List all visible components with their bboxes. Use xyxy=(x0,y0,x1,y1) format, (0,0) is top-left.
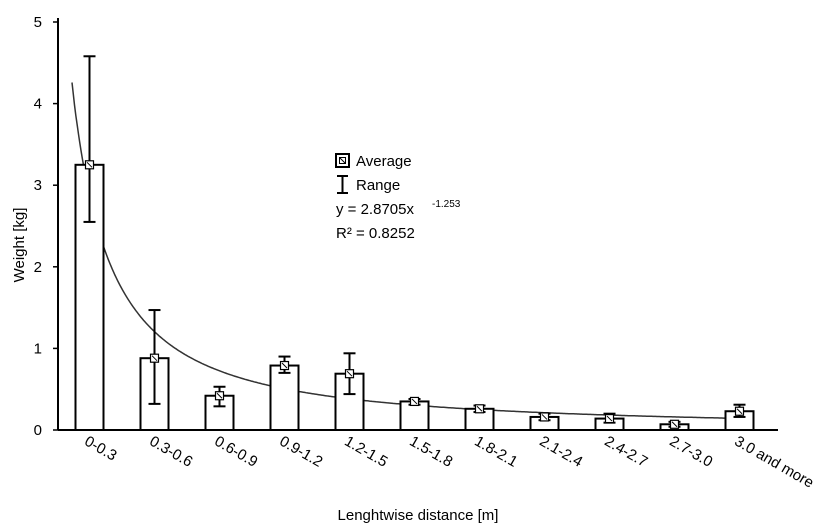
legend-average: Average xyxy=(335,153,412,170)
y-tick-label: 4 xyxy=(34,96,42,113)
x-tick-label: 0-0.3 xyxy=(82,433,120,465)
x-tick-label: 2.1-2.4 xyxy=(537,433,586,471)
average-marker-slash xyxy=(151,355,158,362)
average-marker-slash xyxy=(541,414,548,420)
average-marker-slash xyxy=(671,421,678,428)
x-tick-label: 0.6-0.9 xyxy=(212,433,261,471)
x-tick-label: 2.7-3.0 xyxy=(667,433,716,471)
legend-range: Range xyxy=(337,175,400,194)
y-ticks: 0 1 2 3 4 5 xyxy=(34,14,58,439)
x-tick-label: 0.9-1.2 xyxy=(277,433,326,471)
y-tick-label: 0 xyxy=(34,422,42,439)
x-tick-label: 1.2-1.5 xyxy=(342,433,391,471)
average-marker-slash xyxy=(411,398,418,405)
average-marker-slash xyxy=(606,415,613,422)
x-ticks: 0-0.3 0.3-0.6 0.6-0.9 0.9-1.2 1.2-1.5 1.5-1.8… xyxy=(82,433,817,492)
y-tick-label: 5 xyxy=(34,14,42,31)
average-marker-slash xyxy=(216,392,223,399)
legend: Average Range xyxy=(335,153,412,194)
average-legend-icon-slash xyxy=(339,157,346,164)
average-marker-slash xyxy=(86,161,93,168)
x-tick-label: 1.5-1.8 xyxy=(407,433,456,471)
y-tick-label: 2 xyxy=(34,259,42,276)
average-marker-slash xyxy=(281,362,288,369)
legend-range-label: Range xyxy=(356,177,400,194)
x-tick-label: 3.0 and more xyxy=(732,433,817,492)
y-axis-label: Weight [kg] xyxy=(11,208,28,283)
r-squared: R² = 0.8252 xyxy=(336,225,415,242)
equation-main: y = 2.8705x xyxy=(336,201,414,218)
x-tick-label: 2.4-2.7 xyxy=(602,433,651,471)
range-layer xyxy=(83,55,746,429)
power-trendline xyxy=(71,82,752,420)
bar xyxy=(269,364,300,432)
legend-average-label: Average xyxy=(356,153,412,170)
y-axis-title: Weight [kg] xyxy=(11,208,28,283)
equation-exponent: -1.253 xyxy=(432,199,461,210)
average-marker-slash xyxy=(346,370,353,377)
bars-layer xyxy=(74,163,755,432)
axes-layer xyxy=(57,18,778,431)
y-tick-label: 3 xyxy=(34,177,42,194)
average-marker-slash xyxy=(736,408,743,415)
y-tick-label: 1 xyxy=(34,340,42,357)
trendline-layer xyxy=(71,82,752,420)
bar xyxy=(334,372,365,432)
x-tick-label: 0.3-0.6 xyxy=(147,433,196,471)
x-tick-label: 1.8-2.1 xyxy=(472,433,521,471)
average-marker-slash xyxy=(476,405,483,412)
x-axis-title: Lenghtwise distance [m] xyxy=(338,507,499,524)
trendline-equation: y = 2.8705x -1.253 R² = 0.8252 xyxy=(336,199,461,242)
